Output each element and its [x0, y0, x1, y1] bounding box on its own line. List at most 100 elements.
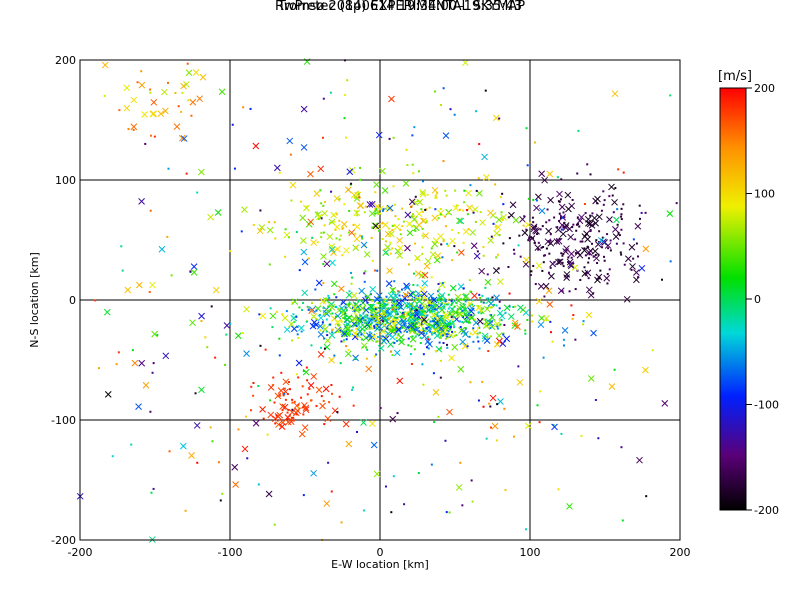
data-point-x	[563, 271, 571, 278]
data-point-x	[430, 296, 438, 304]
data-point-dot	[448, 328, 451, 331]
data-point-dot	[352, 318, 355, 321]
data-point-x	[375, 323, 383, 331]
data-point-dot	[314, 324, 317, 327]
data-point-x	[634, 222, 642, 230]
data-point-x	[387, 341, 394, 348]
data-point-dot	[297, 337, 300, 340]
data-point-x	[307, 382, 315, 389]
data-point-x	[433, 256, 441, 264]
data-point-x	[458, 327, 465, 334]
data-point-dot	[374, 269, 377, 272]
data-point-x	[447, 332, 455, 339]
data-point-dot	[480, 300, 483, 303]
data-point-dot	[445, 194, 448, 197]
data-point-dot	[292, 419, 295, 422]
data-point-x	[489, 394, 497, 402]
data-point-x	[566, 502, 573, 510]
data-point-dot	[503, 407, 506, 410]
data-point-x	[348, 229, 356, 237]
data-point-dot	[434, 350, 437, 353]
data-point-x	[479, 219, 486, 226]
data-point-dot	[487, 350, 490, 353]
data-point-x	[282, 378, 290, 386]
data-point-dot	[453, 245, 456, 248]
data-point-dot	[359, 329, 362, 332]
data-point-dot	[295, 413, 298, 416]
data-point-dot	[381, 238, 384, 241]
data-point-dot	[308, 387, 311, 390]
data-point-dot	[411, 134, 414, 137]
data-point-dot	[591, 242, 594, 245]
data-point-dot	[557, 200, 560, 203]
data-point-dot	[391, 247, 394, 250]
data-point-x	[344, 324, 352, 332]
data-point-dot	[221, 492, 224, 495]
data-point-dot	[466, 209, 469, 212]
data-point-x	[333, 195, 341, 202]
data-point-x	[289, 181, 297, 189]
data-point-dot	[517, 244, 520, 247]
data-point-dot	[427, 338, 430, 341]
data-point-dot	[432, 299, 435, 302]
data-point-x	[547, 196, 554, 204]
data-point-x	[396, 236, 403, 244]
data-point-dot	[474, 318, 477, 321]
data-point-dot	[349, 333, 352, 336]
data-point-dot	[537, 241, 540, 244]
data-point-x	[538, 207, 546, 215]
data-point-x	[366, 201, 374, 208]
data-point-x	[256, 227, 264, 235]
data-point-dot	[475, 110, 478, 113]
data-point-dot	[360, 338, 363, 341]
data-point-x	[636, 456, 643, 464]
data-point-x	[429, 251, 437, 258]
data-point-dot	[327, 294, 330, 297]
data-point-dot	[391, 308, 394, 311]
data-point-dot	[405, 304, 408, 307]
data-point-dot	[363, 272, 366, 275]
data-point-dot	[343, 117, 346, 120]
data-point-dot	[600, 209, 603, 212]
data-point-x	[481, 153, 488, 161]
data-point-dot	[419, 304, 422, 307]
data-point-x	[370, 441, 378, 449]
data-point-dot	[339, 362, 342, 365]
data-point-x	[344, 350, 352, 358]
data-point-dot	[421, 310, 424, 313]
data-point-x	[547, 239, 555, 247]
data-point-dot	[562, 226, 565, 229]
data-point-dot	[376, 306, 379, 309]
data-point-x	[207, 213, 214, 221]
data-point-dot	[398, 294, 401, 297]
data-point-x	[324, 415, 332, 422]
data-point-dot	[345, 309, 348, 312]
data-point-dot	[524, 332, 527, 335]
data-point-dot	[608, 268, 611, 271]
data-point-dot	[436, 329, 439, 332]
data-point-dot	[453, 305, 456, 308]
data-point-dot	[269, 307, 272, 310]
data-point-dot	[410, 307, 413, 310]
y-tick-label: 0	[69, 294, 76, 307]
data-point-dot	[330, 190, 333, 193]
data-point-dot	[507, 265, 510, 268]
data-point-dot	[501, 192, 504, 195]
data-point-dot	[421, 246, 424, 249]
data-point-dot	[620, 253, 623, 256]
data-point-dot	[570, 256, 573, 259]
data-point-dot	[395, 310, 398, 313]
data-point-x	[300, 144, 308, 151]
data-point-dot	[315, 309, 318, 312]
data-point-dot	[601, 236, 604, 239]
data-point-dot	[637, 276, 640, 279]
data-point-x	[576, 217, 584, 225]
data-point-dot	[440, 359, 443, 362]
data-point-x	[633, 269, 640, 276]
data-point-dot	[442, 160, 445, 163]
data-point-dot	[413, 242, 416, 245]
data-point-dot	[414, 311, 417, 314]
data-point-dot	[180, 110, 183, 113]
data-point-dot	[425, 208, 428, 211]
data-point-x	[419, 188, 427, 196]
